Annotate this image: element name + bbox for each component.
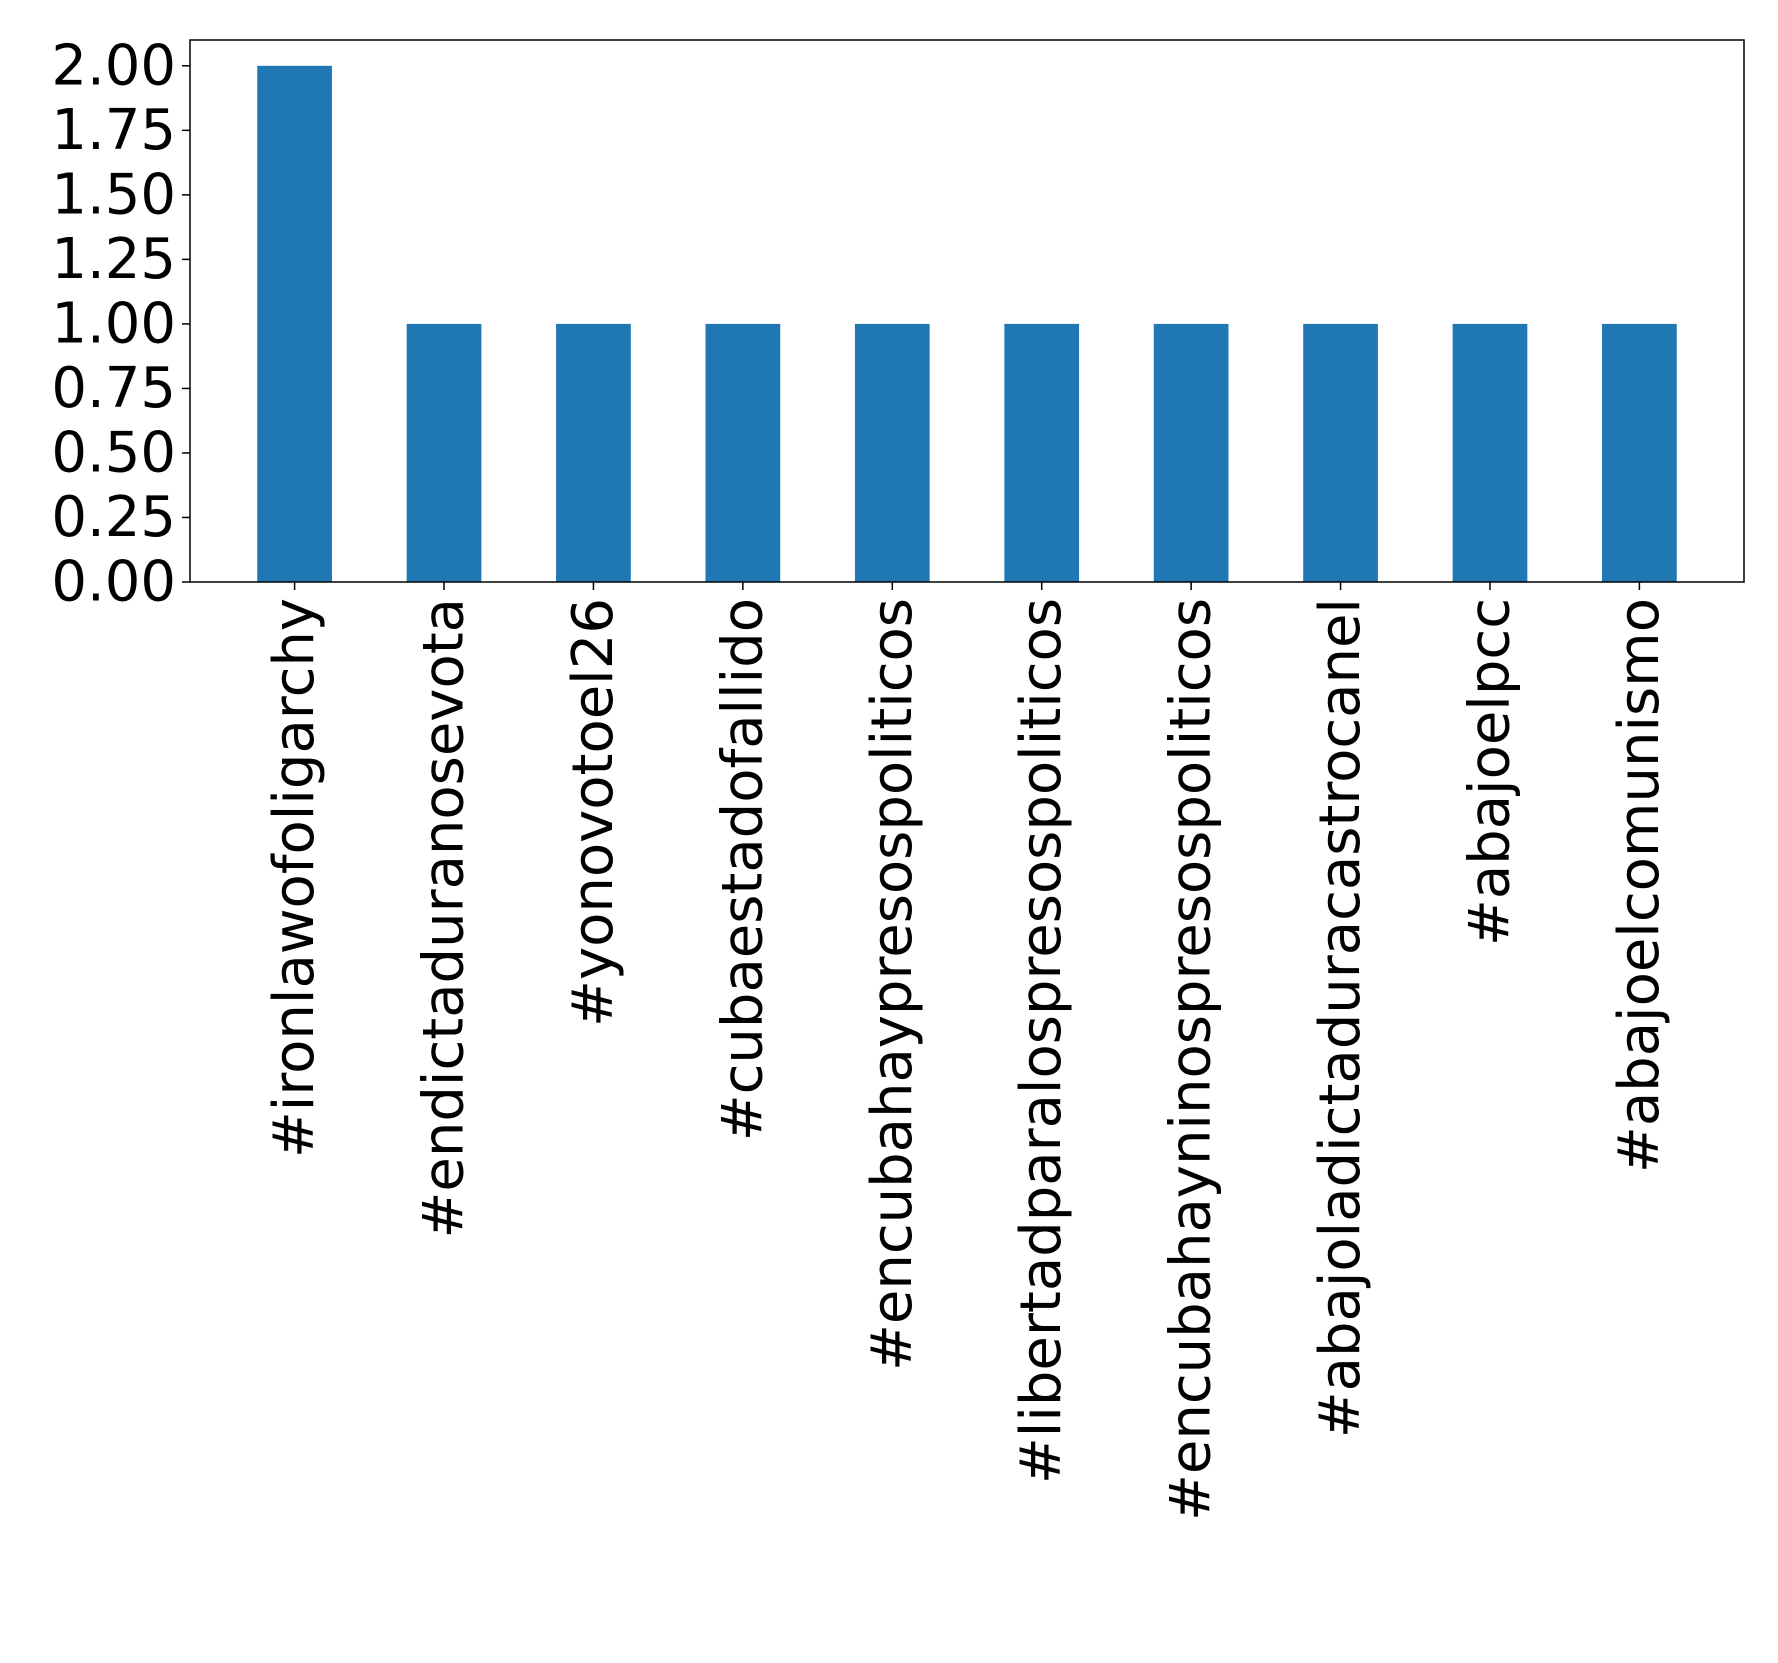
y-axis: 0.000.250.500.751.001.251.501.752.00 — [51, 33, 190, 615]
y-tick-label: 1.50 — [51, 162, 176, 227]
bar-5 — [1004, 323, 1080, 582]
y-tick-label: 1.25 — [51, 227, 176, 292]
bar-9 — [1602, 323, 1677, 582]
x-tick-label: #cubaestadofallido — [710, 598, 775, 1141]
y-tick-label: 0.00 — [51, 550, 176, 615]
x-tick-label: #encubahaypresospoliticos — [860, 598, 925, 1371]
x-tick-label: #abajoladictaduracastrocanel — [1308, 598, 1373, 1438]
bar-7 — [1303, 323, 1378, 582]
bar-8 — [1452, 323, 1528, 582]
x-tick-label: #encubahayninospresospoliticos — [1159, 598, 1224, 1521]
x-tick-label: #endictaduranosevota — [412, 598, 477, 1238]
x-axis: #ironlawofoligarchy #endictaduranosevota #… — [262, 582, 1672, 1521]
x-tick-label: #abajoelcomunismo — [1607, 598, 1672, 1173]
y-tick-label: 1.75 — [51, 98, 176, 163]
x-tick-label: #abajoelpcc — [1457, 598, 1522, 946]
y-tick-label: 0.50 — [51, 420, 176, 485]
bar-1 — [406, 323, 482, 582]
bar-3 — [705, 323, 781, 582]
bar-0 — [257, 65, 332, 583]
bar-4 — [854, 323, 930, 582]
x-tick-label: #yonovotoel26 — [561, 598, 626, 1027]
y-tick-label: 0.75 — [51, 356, 176, 421]
bars-group — [257, 65, 1677, 583]
bar-6 — [1153, 323, 1229, 582]
x-tick-label: #libertadparalospresospoliticos — [1009, 598, 1074, 1484]
x-tick-label: #ironlawofoligarchy — [262, 598, 327, 1158]
y-tick-label: 2.00 — [51, 33, 176, 98]
bar-2 — [556, 323, 631, 582]
y-tick-label: 1.00 — [51, 291, 176, 356]
y-tick-label: 0.25 — [51, 485, 176, 550]
plot-frame — [189, 39, 1745, 583]
